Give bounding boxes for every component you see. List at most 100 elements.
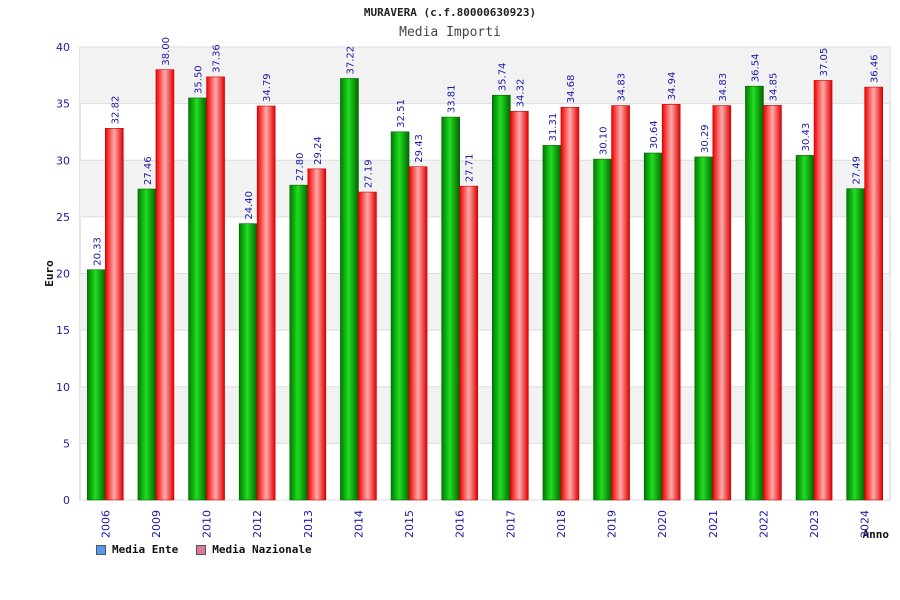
y-tick-label: 20 xyxy=(56,268,70,281)
bar-media-nazionale xyxy=(307,168,327,501)
bar-media-ente xyxy=(340,78,359,501)
data-label: 34.85 xyxy=(768,73,779,102)
bar-media-nazionale xyxy=(813,80,833,501)
bar-media-ente xyxy=(643,152,663,501)
x-tick-label: 2006 xyxy=(99,510,112,538)
bar-media-nazionale xyxy=(155,69,175,501)
x-tick-label: 2023 xyxy=(808,510,821,538)
bar-media-ente xyxy=(795,155,815,501)
y-tick-label: 15 xyxy=(56,324,70,337)
bar-media-ente xyxy=(441,116,460,501)
data-label: 34.83 xyxy=(617,73,628,102)
y-axis-title: Euro xyxy=(43,260,56,287)
legend-item-media-ente: Media Ente xyxy=(96,543,178,556)
bar-media-ente xyxy=(137,188,157,501)
data-label: 30.64 xyxy=(649,120,660,149)
x-tick-label: 2024 xyxy=(859,510,872,538)
x-tick-label: 2017 xyxy=(504,510,517,538)
data-label: 36.46 xyxy=(870,54,881,83)
data-label: 34.32 xyxy=(515,79,526,108)
data-label: 24.40 xyxy=(244,191,255,220)
bar-media-nazionale xyxy=(864,86,883,501)
data-label: 29.43 xyxy=(414,134,425,163)
x-tick-label: 2015 xyxy=(403,510,416,538)
bar-media-ente xyxy=(593,158,612,501)
x-tick-label: 2021 xyxy=(707,510,720,538)
data-label: 34.68 xyxy=(566,75,577,104)
data-label: 29.24 xyxy=(313,136,324,165)
bar-media-ente xyxy=(492,94,511,501)
data-label: 37.05 xyxy=(819,48,830,77)
y-tick-label: 10 xyxy=(56,381,70,394)
legend-swatch-media-ente xyxy=(96,544,106,555)
y-tick-label: 40 xyxy=(56,41,70,54)
x-tick-label: 2018 xyxy=(555,510,568,538)
y-tick-label: 0 xyxy=(63,494,70,507)
bar-media-nazionale xyxy=(763,105,782,501)
bar-media-nazionale xyxy=(105,128,124,501)
legend-label-media-ente: Media Ente xyxy=(112,543,179,556)
data-label: 35.50 xyxy=(194,65,205,94)
bar-media-nazionale xyxy=(611,105,630,501)
bar-media-nazionale xyxy=(256,105,276,501)
bar-media-nazionale xyxy=(408,166,428,501)
data-label: 20.33 xyxy=(92,237,103,266)
bar-media-ente xyxy=(390,131,410,501)
data-label: 27.80 xyxy=(295,153,306,182)
data-label: 38.00 xyxy=(161,37,172,66)
legend-label-media-nazionale: Media Nazionale xyxy=(212,543,312,556)
data-label: 30.10 xyxy=(599,126,610,155)
x-tick-label: 2020 xyxy=(656,510,669,538)
bar-media-ente xyxy=(694,156,714,501)
data-label: 34.94 xyxy=(667,72,678,101)
x-tick-label: 2016 xyxy=(454,510,467,538)
x-tick-label: 2019 xyxy=(606,510,619,538)
x-tick-label: 2010 xyxy=(201,510,214,538)
bar-media-nazionale xyxy=(510,111,529,501)
data-label: 34.79 xyxy=(262,73,273,102)
legend: Media Ente Media Nazionale xyxy=(96,543,312,556)
data-label: 32.51 xyxy=(396,99,407,128)
x-tick-label: 2012 xyxy=(251,510,264,538)
data-label: 36.54 xyxy=(750,54,761,83)
data-label: 27.71 xyxy=(465,154,476,183)
bar-media-ente xyxy=(87,269,106,501)
data-label: 30.29 xyxy=(700,124,711,153)
bar-media-ente xyxy=(289,184,309,501)
chart-subtitle: Media Importi xyxy=(399,25,501,40)
x-tick-label: 2009 xyxy=(150,510,163,538)
x-tick-label: 2014 xyxy=(352,510,365,538)
data-label: 37.22 xyxy=(345,46,356,75)
y-tick-label: 35 xyxy=(56,98,70,111)
bar-media-ente xyxy=(238,223,258,501)
y-tick-label: 5 xyxy=(63,437,70,450)
bar-media-nazionale xyxy=(661,104,681,501)
data-label: 30.43 xyxy=(801,123,812,152)
y-tick-label: 30 xyxy=(56,154,70,167)
bar-media-ente xyxy=(745,85,764,501)
bar-media-nazionale xyxy=(712,105,732,501)
data-label: 37.36 xyxy=(212,44,223,73)
bar-media-nazionale xyxy=(206,76,225,501)
x-tick-label: 2013 xyxy=(302,510,315,538)
bar-media-nazionale xyxy=(560,106,580,501)
data-label: 27.49 xyxy=(852,156,863,185)
data-label: 32.82 xyxy=(110,96,121,125)
bar-media-ente xyxy=(188,97,207,501)
data-label: 31.31 xyxy=(548,113,559,142)
data-label: 33.81 xyxy=(447,84,458,113)
x-axis-title: Anno xyxy=(863,528,890,541)
legend-swatch-media-nazionale xyxy=(196,544,207,555)
data-label: 27.46 xyxy=(143,156,154,185)
bar-media-ente xyxy=(542,145,562,501)
y-tick-label: 25 xyxy=(56,211,70,224)
data-label: 27.19 xyxy=(363,159,374,188)
bar-media-ente xyxy=(846,188,865,501)
legend-item-media-nazionale: Media Nazionale xyxy=(196,543,312,556)
data-label: 35.74 xyxy=(497,63,508,92)
data-label: 34.83 xyxy=(718,73,729,102)
bar-media-nazionale xyxy=(459,185,478,501)
x-tick-label: 2022 xyxy=(757,510,770,538)
chart-title: MURAVERA (c.f.80000630923) xyxy=(363,6,537,19)
